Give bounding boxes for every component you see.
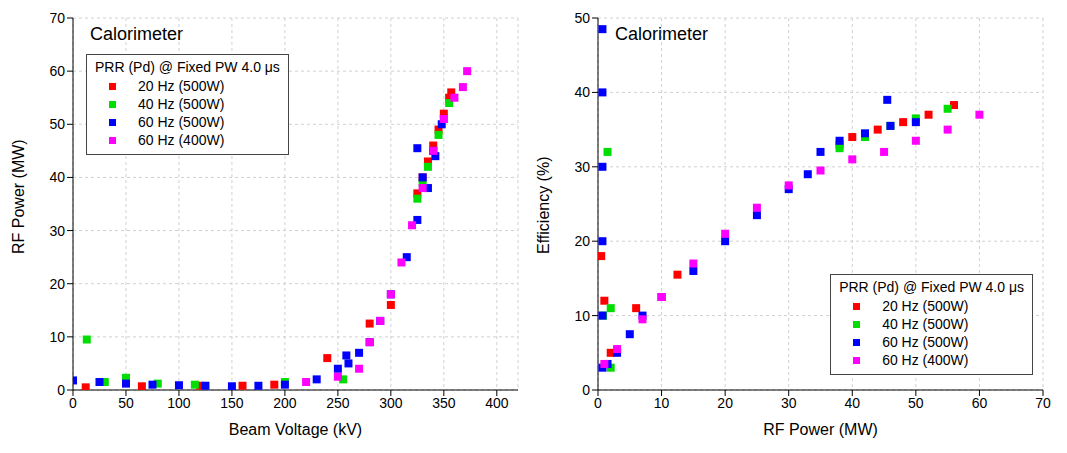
svg-text:200: 200 [273, 395, 297, 411]
svg-text:350: 350 [432, 395, 456, 411]
html-text:60 Hz (400W): 60 Hz (400W) [882, 352, 969, 368]
svg-text:100: 100 [167, 395, 191, 411]
svg-text:20: 20 [717, 395, 733, 411]
svg-text:20: 20 [574, 233, 590, 249]
svg-text:60: 60 [972, 395, 988, 411]
svg-text:400: 400 [485, 395, 509, 411]
html-text:20 Hz (500W): 20 Hz (500W) [882, 298, 969, 314]
html-text:Calorimeter: Calorimeter [615, 24, 708, 44]
svg-text:RF Power (MW): RF Power (MW) [763, 421, 878, 438]
svg-text:50: 50 [574, 10, 590, 26]
svg-text:60: 60 [49, 63, 65, 79]
svg-text:30: 30 [574, 159, 590, 175]
svg-text:40: 40 [844, 395, 860, 411]
svg-text:RF Power (MW): RF Power (MW) [10, 139, 27, 254]
svg-text:20: 20 [49, 276, 65, 292]
svg-text:10: 10 [574, 308, 590, 324]
svg-text:0: 0 [69, 395, 77, 411]
html-text:PRR (Pd) @ Fixed PW 4.0 μs: PRR (Pd) @ Fixed PW 4.0 μs [95, 59, 280, 75]
svg-text:Efficiency (%): Efficiency (%) [535, 156, 552, 254]
svg-text:50: 50 [49, 116, 65, 132]
html-text:40 Hz (500W): 40 Hz (500W) [882, 316, 969, 332]
svg-text:50: 50 [908, 395, 924, 411]
svg-text:50: 50 [118, 395, 134, 411]
html-text:Calorimeter: Calorimeter [90, 24, 183, 44]
svg-text:Beam Voltage (kV): Beam Voltage (kV) [229, 421, 362, 438]
svg-text:10: 10 [654, 395, 670, 411]
svg-text:250: 250 [326, 395, 350, 411]
html-text:60 Hz (500W): 60 Hz (500W) [882, 334, 969, 350]
svg-text:0: 0 [594, 395, 602, 411]
svg-text:70: 70 [49, 10, 65, 26]
svg-text:30: 30 [781, 395, 797, 411]
svg-text:150: 150 [220, 395, 244, 411]
html-text:40 Hz (500W): 40 Hz (500W) [138, 96, 225, 112]
svg-text:300: 300 [379, 395, 403, 411]
html-text:60 Hz (500W): 60 Hz (500W) [138, 114, 225, 130]
svg-text:10: 10 [49, 329, 65, 345]
html-text:PRR (Pd) @ Fixed PW 4.0 μs: PRR (Pd) @ Fixed PW 4.0 μs [839, 279, 1024, 295]
svg-text:40: 40 [574, 84, 590, 100]
html-text:20 Hz (500W): 20 Hz (500W) [138, 78, 225, 94]
svg-text:0: 0 [57, 382, 65, 398]
svg-text:70: 70 [1035, 395, 1051, 411]
svg-text:30: 30 [49, 223, 65, 239]
html-text:60 Hz (400W): 60 Hz (400W) [138, 132, 225, 148]
svg-text:40: 40 [49, 169, 65, 185]
svg-text:0: 0 [582, 382, 590, 398]
